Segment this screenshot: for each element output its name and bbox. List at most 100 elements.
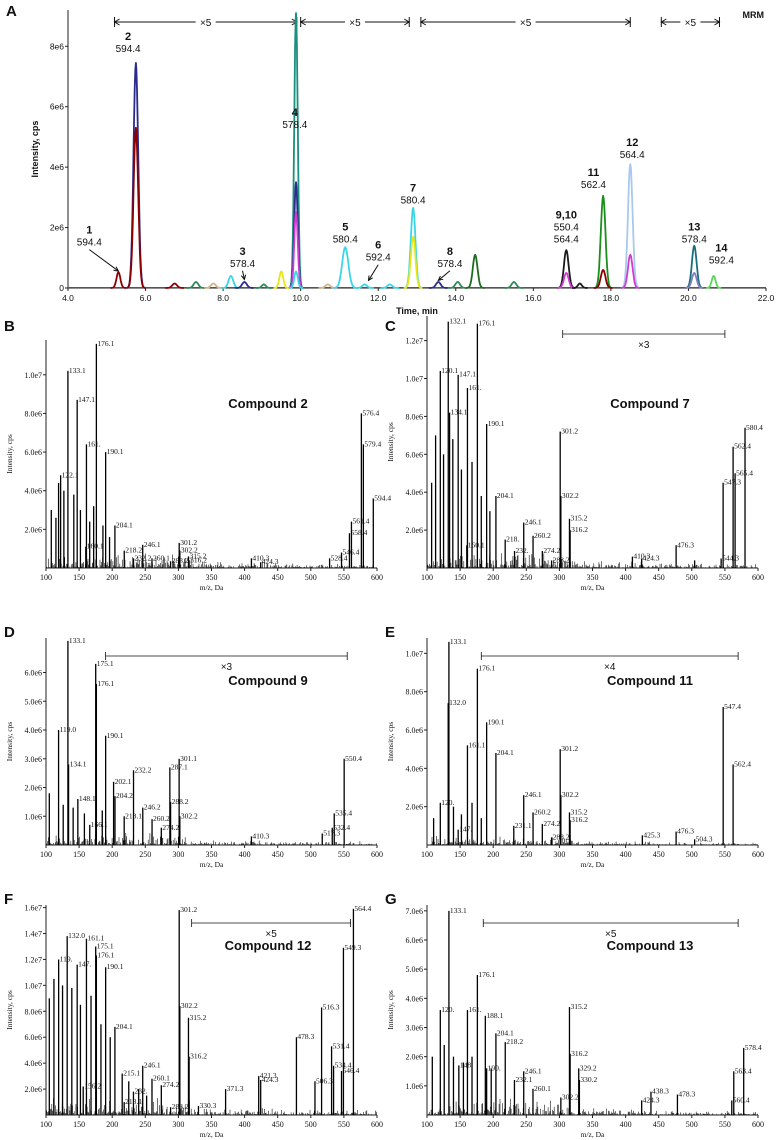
peak-label: 133.1 bbox=[69, 636, 86, 645]
peak-arrow bbox=[438, 270, 451, 281]
peak-label: 134.1 bbox=[70, 760, 87, 769]
peak-label: 260.1 bbox=[153, 553, 170, 562]
zoom-label: ×3 bbox=[638, 340, 650, 351]
y-tick-label: 0 bbox=[59, 283, 64, 293]
panel-C: C 100 150 200 250 300 350 400 450 500 550 600 2.0e6 4… bbox=[385, 316, 764, 592]
y-tick-label: 2.0e6 bbox=[24, 1085, 42, 1094]
panel-label: E bbox=[385, 624, 395, 641]
x-tick-label: 150 bbox=[454, 1120, 466, 1129]
peak-label: 315.2 bbox=[570, 807, 587, 816]
peak-label: 478.3 bbox=[297, 1032, 314, 1041]
x-tick-label: 250 bbox=[139, 850, 151, 859]
chromatogram-peak bbox=[234, 281, 255, 289]
y-tick-label: 1.2e7 bbox=[24, 955, 42, 964]
peak-label: 132.0 bbox=[68, 931, 85, 940]
peak-arrowhead bbox=[437, 275, 444, 282]
peak-label: 531.4 bbox=[333, 1041, 350, 1050]
peak-label: 316.2 bbox=[571, 1049, 588, 1058]
y-tick-label: 1.6e7 bbox=[24, 904, 42, 913]
peak-number-label: 3 bbox=[239, 246, 245, 258]
peak-label: 315.2 bbox=[189, 1013, 206, 1022]
y-tick-label: 2.0e6 bbox=[405, 1053, 423, 1062]
y-tick-label: 1.0e6 bbox=[405, 1082, 423, 1091]
x-tick-label: 150 bbox=[73, 1120, 85, 1129]
peak-label: 316.2 bbox=[190, 1052, 207, 1061]
y-axis-label: Intensity, cps bbox=[386, 422, 395, 462]
peak-label: 558.4 bbox=[350, 528, 367, 537]
peak-label: 301.2 bbox=[180, 538, 197, 547]
peak-label: 260.2 bbox=[153, 814, 170, 823]
chromatogram-peak bbox=[448, 281, 468, 289]
x-tick-label: 300 bbox=[172, 850, 184, 859]
x-tick-label: 350 bbox=[587, 573, 599, 582]
peak-label: 260.1 bbox=[153, 1074, 170, 1083]
y-tick-label: 8e6 bbox=[50, 41, 64, 51]
peak-label: 438.3 bbox=[652, 1087, 669, 1096]
zoom-label: ×5 bbox=[685, 18, 697, 29]
x-axis-label: m/z, Da bbox=[200, 1130, 224, 1139]
panel-B: B 100 150 200 250 300 350 400 450 500 550 600 2.0e6 4… bbox=[4, 318, 391, 592]
y-tick-label: 8.0e6 bbox=[405, 412, 423, 421]
peak-label: 302.2 bbox=[181, 546, 198, 555]
panel-G: G 100 150 200 250 300 350 400 450 500 550 600 1.0e6 2… bbox=[385, 891, 764, 1139]
x-tick-label: 200 bbox=[487, 1120, 499, 1129]
peak-label: 119. bbox=[60, 954, 73, 963]
zoom-label-bg bbox=[195, 15, 216, 29]
x-tick-label: 400 bbox=[620, 1120, 632, 1129]
peak-arrowhead bbox=[113, 266, 120, 272]
x-tick-label: 8.0 bbox=[217, 293, 229, 303]
peak-label: 330.3 bbox=[199, 1101, 216, 1110]
peak-label: 410.3 bbox=[252, 831, 269, 840]
y-tick-label: 1.4e7 bbox=[24, 930, 42, 939]
peak-label: 371.3 bbox=[227, 1084, 244, 1093]
peak-label: 132.1 bbox=[449, 317, 466, 326]
y-tick-label: 3.0e6 bbox=[24, 755, 42, 764]
x-tick-label: 550 bbox=[338, 573, 350, 582]
zoom-arrowhead bbox=[299, 18, 306, 26]
peak-label: 564.4 bbox=[354, 904, 371, 913]
y-tick-label: 6.0e6 bbox=[24, 1033, 42, 1042]
peak-mz-label: 562.4 bbox=[581, 180, 606, 191]
peak-mz-label: 578.4 bbox=[230, 259, 255, 270]
compound-title: Compound 2 bbox=[228, 396, 307, 411]
compound-title: Compound 12 bbox=[225, 938, 312, 953]
y-tick-label: 4.0e6 bbox=[405, 488, 423, 497]
peak-label: 315.2 bbox=[189, 551, 206, 560]
peak-label: 410.3 bbox=[252, 553, 269, 562]
peak-label: 176.1 bbox=[97, 679, 114, 688]
y-tick-label: 8.0e6 bbox=[24, 409, 42, 418]
peak-label: 204.1 bbox=[497, 491, 514, 500]
peak-mz-label: 594.4 bbox=[116, 44, 141, 55]
x-tick-label: 550 bbox=[719, 850, 731, 859]
peak-label: 176.1 bbox=[478, 319, 495, 328]
peak-label: 274.2 bbox=[162, 1080, 179, 1089]
zoom-arrowhead bbox=[419, 18, 427, 26]
peak-label: 424.3 bbox=[643, 554, 660, 563]
peak-label: 315.2 bbox=[570, 1002, 587, 1011]
chromatogram-peak bbox=[593, 194, 613, 289]
peak-mz-label: 580.4 bbox=[333, 235, 358, 246]
peak-mz-label: 564.4 bbox=[620, 150, 645, 161]
compound-title: Compound 9 bbox=[228, 673, 307, 688]
x-axis-label: m/z, Da bbox=[581, 583, 605, 592]
zoom-arrowhead bbox=[660, 18, 667, 26]
y-tick-label: 2.0e6 bbox=[24, 525, 42, 534]
zoom-arrowhead bbox=[625, 18, 632, 26]
x-tick-label: 500 bbox=[305, 850, 317, 859]
peak-label: 478.3 bbox=[678, 1090, 695, 1099]
peak-label: 188.1 bbox=[486, 1011, 503, 1020]
peak-number-label: 14 bbox=[715, 243, 728, 255]
zoom-arrowhead bbox=[403, 18, 411, 26]
x-tick-label: 350 bbox=[206, 573, 218, 582]
peak-label: 161. bbox=[468, 383, 481, 392]
y-tick-label: 7.0e6 bbox=[405, 907, 423, 916]
panel-label: F bbox=[4, 891, 13, 908]
x-tick-label: 150 bbox=[73, 850, 85, 859]
x-axis-label: m/z, Da bbox=[581, 860, 605, 869]
peak-mz-label: 592.4 bbox=[709, 256, 734, 267]
peak-label: 562.4 bbox=[734, 442, 751, 451]
peak-label: 204.1 bbox=[116, 1022, 133, 1031]
peak-number-label: 9,10 bbox=[556, 210, 577, 222]
peak-label: 316.2 bbox=[571, 525, 588, 534]
peak-label: 302.2 bbox=[181, 811, 198, 820]
